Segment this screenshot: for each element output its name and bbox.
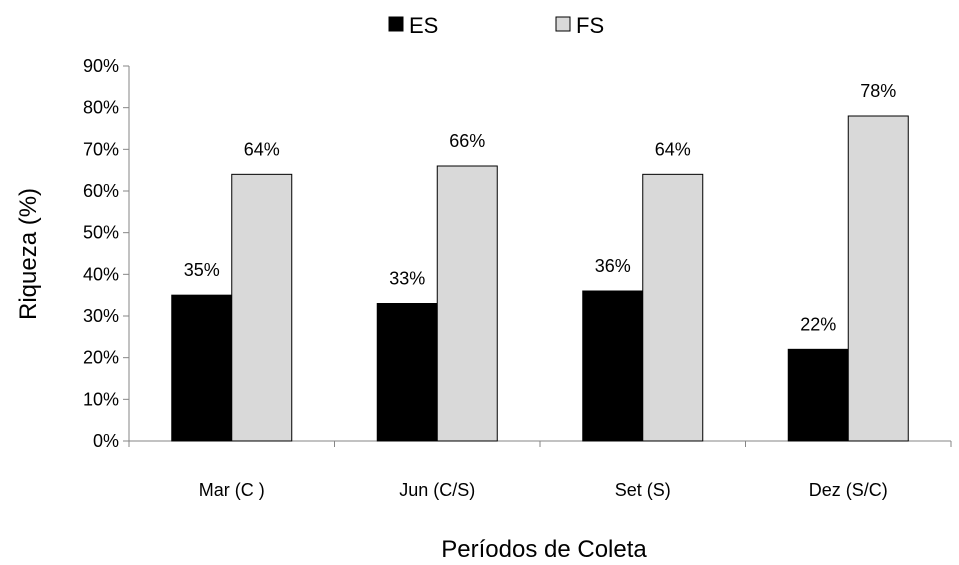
x-tick-label: Set (S) <box>615 480 671 500</box>
data-label-es-0: 35% <box>184 260 220 280</box>
x-axis: Mar (C ) Jun (C/S) Set (S) Dez (S/C) <box>128 440 952 500</box>
data-label-fs-1: 66% <box>449 131 485 151</box>
x-axis-title: Períodos de Coleta <box>441 536 647 563</box>
y-tick-label: 30% <box>83 306 119 326</box>
bar-es-3 <box>787 348 849 442</box>
bar-fs-1 <box>436 165 498 442</box>
legend-swatch-fs <box>555 16 571 32</box>
y-axis: 0% 10% 20% 30% 40% 50% 60% 70% 80% 90% <box>83 56 130 451</box>
y-tick-label: 50% <box>83 223 119 243</box>
y-tick-label: 70% <box>83 139 119 159</box>
x-tick-label: Mar (C ) <box>199 480 265 500</box>
y-tick-label: 10% <box>83 389 119 409</box>
bar-fs-3 <box>847 115 909 442</box>
bars <box>171 115 909 442</box>
bar-fs-2 <box>642 173 704 442</box>
y-tick-label: 0% <box>93 431 119 451</box>
x-tick-label: Dez (S/C) <box>809 480 888 500</box>
data-label-es-3: 22% <box>800 314 836 334</box>
legend-swatch-es <box>388 16 404 32</box>
data-label-es-1: 33% <box>389 269 425 289</box>
data-label-fs-2: 64% <box>655 139 691 159</box>
data-labels: 35% 33% 36% 22% 64% 66% 64% 78% <box>184 81 897 334</box>
legend-label-es: ES <box>409 13 438 38</box>
data-label-fs-3: 78% <box>860 81 896 101</box>
legend: ES FS <box>388 13 604 38</box>
y-tick-label: 60% <box>83 181 119 201</box>
y-tick-label: 80% <box>83 98 119 118</box>
y-tick-label: 40% <box>83 264 119 284</box>
y-tick-label: 20% <box>83 348 119 368</box>
bar-es-2 <box>582 290 644 442</box>
data-label-es-2: 36% <box>595 256 631 276</box>
x-tick-label: Jun (C/S) <box>399 480 475 500</box>
bar-es-1 <box>376 303 438 442</box>
data-label-fs-0: 64% <box>244 139 280 159</box>
bar-fs-0 <box>231 173 293 442</box>
bar-es-0 <box>171 294 233 442</box>
legend-label-fs: FS <box>576 13 604 38</box>
y-tick-label: 90% <box>83 56 119 76</box>
y-axis-title: Riqueza (%) <box>15 188 42 320</box>
